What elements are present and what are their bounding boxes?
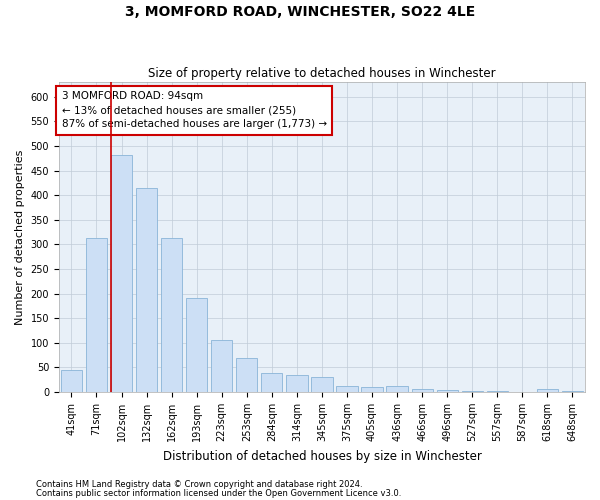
- Bar: [261, 374, 283, 392]
- Bar: [311, 377, 332, 392]
- Bar: [136, 188, 157, 392]
- Bar: [386, 386, 408, 392]
- Bar: [337, 386, 358, 392]
- Bar: [186, 298, 208, 392]
- Bar: [111, 155, 132, 392]
- Bar: [286, 374, 308, 392]
- Bar: [562, 391, 583, 392]
- Bar: [361, 386, 383, 392]
- Bar: [461, 391, 483, 392]
- Title: Size of property relative to detached houses in Winchester: Size of property relative to detached ho…: [148, 66, 496, 80]
- Y-axis label: Number of detached properties: Number of detached properties: [15, 150, 25, 324]
- X-axis label: Distribution of detached houses by size in Winchester: Distribution of detached houses by size …: [163, 450, 481, 462]
- Text: Contains HM Land Registry data © Crown copyright and database right 2024.: Contains HM Land Registry data © Crown c…: [36, 480, 362, 489]
- Bar: [61, 370, 82, 392]
- Bar: [161, 238, 182, 392]
- Text: Contains public sector information licensed under the Open Government Licence v3: Contains public sector information licen…: [36, 489, 401, 498]
- Bar: [537, 390, 558, 392]
- Bar: [437, 390, 458, 392]
- Bar: [86, 238, 107, 392]
- Bar: [236, 358, 257, 392]
- Text: 3 MOMFORD ROAD: 94sqm
← 13% of detached houses are smaller (255)
87% of semi-det: 3 MOMFORD ROAD: 94sqm ← 13% of detached …: [62, 92, 326, 130]
- Bar: [412, 388, 433, 392]
- Text: 3, MOMFORD ROAD, WINCHESTER, SO22 4LE: 3, MOMFORD ROAD, WINCHESTER, SO22 4LE: [125, 5, 475, 19]
- Bar: [211, 340, 232, 392]
